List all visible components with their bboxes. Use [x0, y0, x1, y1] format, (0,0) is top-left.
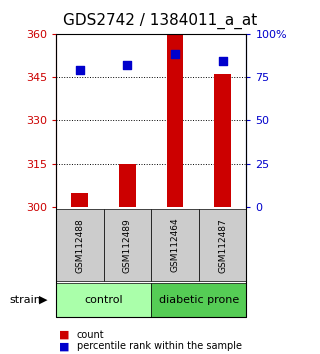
Text: percentile rank within the sample: percentile rank within the sample [77, 341, 242, 351]
Text: GSM112489: GSM112489 [123, 218, 132, 273]
Bar [119, 164, 136, 207]
Bar [214, 74, 231, 207]
Text: ■: ■ [59, 330, 70, 339]
Point [220, 58, 225, 64]
Text: GSM112464: GSM112464 [171, 218, 180, 273]
Text: ■: ■ [59, 341, 70, 351]
Text: GDS2742 / 1384011_a_at: GDS2742 / 1384011_a_at [63, 12, 257, 29]
Text: diabetic prone: diabetic prone [159, 295, 239, 305]
Text: GSM112487: GSM112487 [218, 218, 227, 273]
Text: count: count [77, 330, 104, 339]
Text: GSM112488: GSM112488 [75, 218, 84, 273]
Text: strain: strain [10, 295, 42, 305]
Bar [71, 193, 88, 207]
Point [172, 52, 178, 57]
Text: control: control [84, 295, 123, 305]
Point [125, 62, 130, 68]
Point [77, 67, 82, 73]
Text: ▶: ▶ [39, 295, 47, 305]
Bar [167, 34, 183, 207]
